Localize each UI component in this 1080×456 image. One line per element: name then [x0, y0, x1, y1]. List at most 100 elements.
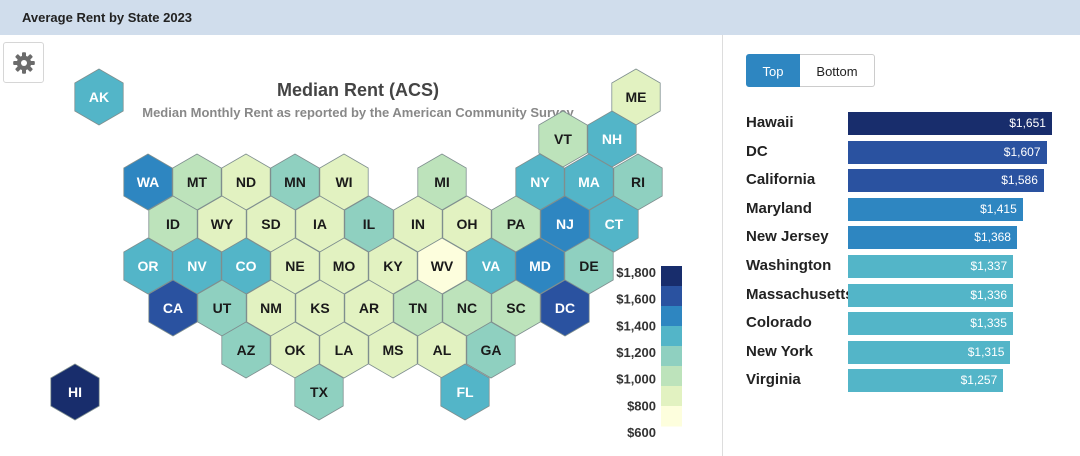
hex-cell-wa[interactable] — [123, 153, 173, 211]
hex-label-ct: CT — [605, 216, 624, 232]
bar-category-label: California — [746, 171, 816, 189]
hex-label-mo: MO — [333, 258, 356, 274]
hex-cell-dc[interactable] — [540, 279, 590, 337]
hex-cell-sc[interactable] — [491, 279, 541, 337]
bar[interactable]: $1,607 — [848, 140, 1047, 164]
bar[interactable]: $1,651 — [848, 112, 1052, 135]
color-legend: $1,800 $1,600 $1,400 $1,200 $1,000 $800 $600 — [616, 265, 682, 440]
legend-swatch — [661, 306, 682, 327]
legend-label: $600 — [627, 425, 656, 440]
bar-value-label: $1,336 — [970, 287, 1008, 302]
hex-label-tx: TX — [310, 384, 329, 400]
hex-cells: AK ME VT NH WA MT ND MN WI MI NY MA RI ID WY SD IA IL IN OH… — [50, 68, 663, 421]
legend-swatch — [661, 286, 682, 307]
hex-label-dc: DC — [555, 300, 575, 316]
settings-button[interactable] — [3, 42, 44, 83]
bar-row: New Jersey $1,368 — [746, 224, 1080, 252]
tab-top[interactable]: Top — [746, 54, 800, 87]
legend-label: $1,600 — [616, 292, 656, 307]
hex-cell-ga[interactable] — [466, 321, 516, 379]
hex-label-sd: SD — [261, 216, 280, 232]
hex-label-wi: WI — [335, 174, 352, 190]
hex-label-ak: AK — [89, 89, 109, 105]
hex-cell-ak[interactable] — [74, 68, 124, 126]
bar-category-label: Massachusetts — [746, 285, 848, 303]
bar-value-label: $1,415 — [980, 201, 1017, 216]
hex-label-nd: ND — [236, 174, 256, 190]
hex-label-pa: PA — [507, 216, 525, 232]
window-title-bar: Average Rent by State 2023 — [0, 0, 1080, 35]
legend-label: $1,800 — [616, 265, 656, 280]
bar-value-label: $1,257 — [960, 373, 998, 388]
hex-cell-ms[interactable] — [368, 321, 418, 379]
hex-label-wy: WY — [211, 216, 234, 232]
hex-label-va: VA — [482, 258, 500, 274]
hex-cell-la[interactable] — [319, 321, 369, 379]
hex-label-ne: NE — [285, 258, 304, 274]
hex-label-mt: MT — [187, 174, 208, 190]
bar-row: DC $1,607 — [746, 139, 1080, 167]
hex-label-wv: WV — [431, 258, 454, 274]
hex-label-nv: NV — [187, 258, 207, 274]
bar-category-label: DC — [746, 142, 768, 160]
hex-label-de: DE — [579, 258, 598, 274]
map-subtitle: Median Monthly Rent as reported by the A… — [142, 105, 574, 120]
legend-swatch — [661, 346, 682, 367]
hex-label-az: AZ — [237, 342, 256, 358]
bar[interactable]: $1,336 — [848, 283, 1014, 307]
hex-label-nj: NJ — [556, 216, 574, 232]
hex-label-vt: VT — [554, 131, 572, 147]
hex-label-ny: NY — [530, 174, 550, 190]
panel-divider — [722, 35, 723, 456]
bar-row: New York $1,315 — [746, 339, 1080, 367]
hex-cell-hi[interactable] — [50, 363, 100, 421]
legend-swatch — [661, 326, 682, 347]
hex-cell-az[interactable] — [221, 321, 271, 379]
hex-label-ca: CA — [163, 300, 183, 316]
legend-swatch — [661, 406, 682, 427]
bar-value-label: $1,315 — [967, 344, 1005, 359]
bar-row: Massachusetts $1,336 — [746, 282, 1080, 310]
hex-label-ga: GA — [481, 342, 502, 358]
bar-value-label: $1,607 — [1003, 144, 1041, 159]
hex-cell-ca[interactable] — [148, 279, 198, 337]
hex-label-co: CO — [236, 258, 257, 274]
bar[interactable]: $1,315 — [848, 340, 1011, 364]
bar-value-label: $1,335 — [970, 316, 1007, 331]
hex-label-ia: IA — [313, 216, 327, 232]
hex-label-fl: FL — [456, 384, 474, 400]
legend-swatch — [661, 386, 682, 407]
bar-category-label: New York — [746, 342, 813, 360]
hex-label-md: MD — [529, 258, 551, 274]
hex-label-nh: NH — [602, 131, 622, 147]
hex-label-tn: TN — [409, 300, 428, 316]
bar[interactable]: $1,337 — [848, 255, 1014, 278]
bar[interactable]: $1,368 — [848, 226, 1017, 250]
window-title: Average Rent by State 2023 — [22, 10, 193, 25]
legend-label: $1,000 — [616, 372, 656, 387]
legend-label: $800 — [627, 398, 656, 413]
bar[interactable]: $1,257 — [848, 369, 1004, 393]
bar-category-label: Washington — [746, 257, 832, 274]
hex-label-ut: UT — [213, 300, 232, 316]
hex-cell-ct[interactable] — [589, 195, 639, 253]
bar-row: California $1,586 — [746, 167, 1080, 195]
hex-label-or: OR — [138, 258, 159, 274]
hex-label-me: ME — [626, 89, 647, 105]
hex-cell-or[interactable] — [123, 237, 173, 295]
hex-label-ar: AR — [359, 300, 379, 316]
legend-swatch — [661, 266, 682, 287]
map-title: Median Rent (ACS) — [277, 80, 439, 100]
bar-category-label: Hawaii — [746, 114, 794, 131]
hex-label-il: IL — [363, 216, 376, 232]
hex-label-ma: MA — [578, 174, 600, 190]
hex-label-in: IN — [411, 216, 425, 232]
hex-cell-tx[interactable] — [294, 363, 344, 421]
tab-bottom[interactable]: Bottom — [800, 54, 875, 87]
hex-cell-fl[interactable] — [440, 363, 490, 421]
bar[interactable]: $1,415 — [848, 197, 1023, 221]
hex-label-ri: RI — [631, 174, 645, 190]
bar[interactable]: $1,335 — [848, 312, 1013, 336]
bar-row: Hawaii $1,651 — [746, 110, 1080, 138]
bar[interactable]: $1,586 — [848, 169, 1044, 193]
